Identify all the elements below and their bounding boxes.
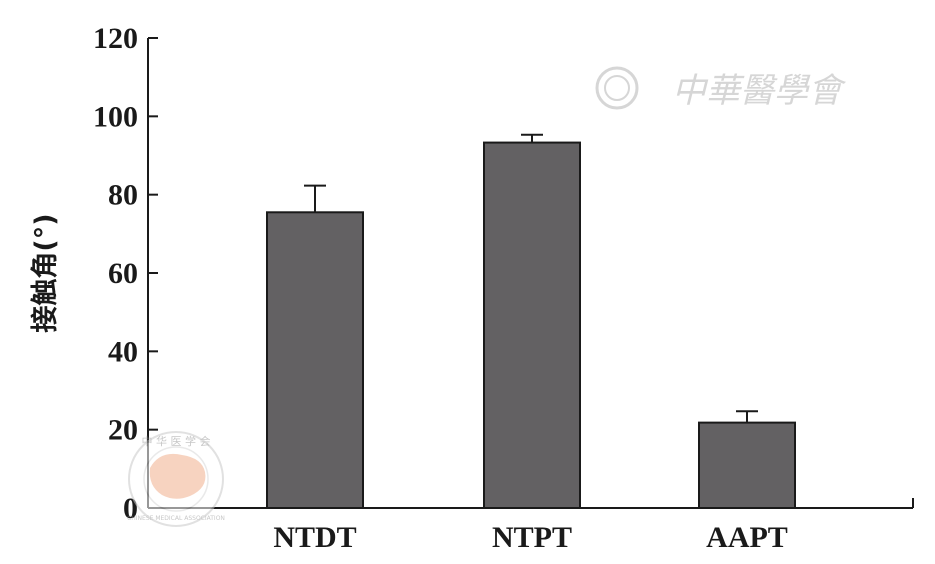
y-tick-label-80: 80 <box>108 179 138 212</box>
watermark-emblem <box>595 66 639 110</box>
bar-NTDT <box>266 211 364 510</box>
y-tick-label-100: 100 <box>93 100 138 133</box>
y-tick-label-40: 40 <box>108 335 138 368</box>
x-tick-label-NTPT: NTPT <box>492 521 572 554</box>
y-axis-label: 接触角(°) <box>29 213 61 332</box>
seal-inner-ring <box>143 446 209 512</box>
seal-text: 中 华 医 学 会 <box>142 434 211 448</box>
seal-subtext: CHINESE MEDICAL ASSOCIATION <box>127 515 225 522</box>
bar-NTPT <box>483 141 581 509</box>
y-tick-label-20: 20 <box>108 414 138 447</box>
y-tick-label-120: 120 <box>93 22 138 55</box>
watermark-top-right: 中華醫學會 <box>595 66 847 111</box>
seal-map <box>149 453 206 499</box>
watermark-text: 中華醫學會 <box>672 71 847 111</box>
watermark-seal: 中 华 医 学 会 CHINESE MEDICAL ASSOCIATION <box>127 431 225 527</box>
x-tick-label-AAPT: AAPT <box>706 521 788 554</box>
y-tick-label-60: 60 <box>108 257 138 290</box>
bar-AAPT <box>698 421 796 509</box>
watermark-emblem-inner <box>604 75 630 101</box>
x-tick-label-NTDT: NTDT <box>273 521 356 554</box>
